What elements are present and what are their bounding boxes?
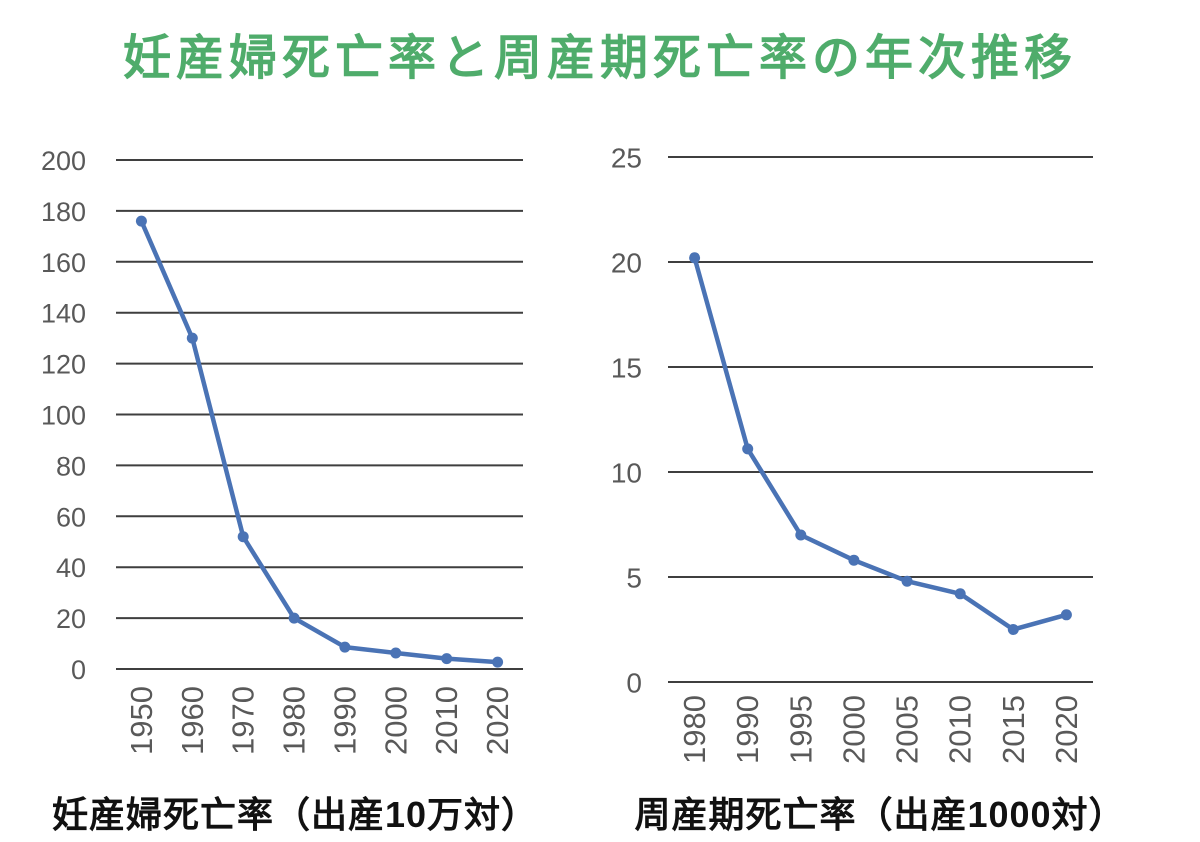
y-tick-label: 20 xyxy=(56,604,86,634)
data-point-marker xyxy=(848,554,860,566)
maternal-mortality-caption: 妊産婦死亡率（出産10万対） xyxy=(51,794,539,835)
x-tick-label: 1990 xyxy=(730,695,765,764)
data-point-marker xyxy=(492,656,504,668)
x-tick-label: 2000 xyxy=(836,695,871,764)
page-title: 妊産婦死亡率と周産期死亡率の年次推移 xyxy=(122,32,1077,85)
y-tick-label: 200 xyxy=(41,146,86,176)
y-tick-label: 40 xyxy=(56,553,86,583)
data-point-marker xyxy=(901,575,913,587)
perinatal-mortality-caption: 周産期死亡率（出産1000対） xyxy=(634,794,1126,835)
x-tick-label: 2010 xyxy=(429,686,464,755)
y-tick-label: 180 xyxy=(41,197,86,227)
data-point-marker xyxy=(742,443,754,455)
y-tick-label: 160 xyxy=(41,248,86,278)
x-tick-label: 1995 xyxy=(783,695,818,764)
perinatal-mortality-line-chart: 0 5 10 15 20 25 1980 1990 1995 2000 2005 2010 2015 20… xyxy=(611,143,1093,764)
y-tick-label: 100 xyxy=(41,401,86,431)
y-tick-label: 80 xyxy=(56,451,86,481)
data-point-marker xyxy=(795,529,807,541)
x-tick-label: 1980 xyxy=(677,695,712,764)
maternal-mortality-chart: 0 20 40 60 80 100 120 140 160 180 200 1950 1960 1970 1… xyxy=(30,133,560,838)
data-point-marker xyxy=(441,653,453,665)
x-tick-label: 2005 xyxy=(890,695,925,764)
data-point-marker xyxy=(1007,624,1019,635)
y-tick-label: 0 xyxy=(626,668,642,699)
x-tick-label: 1990 xyxy=(327,686,362,755)
data-point-marker xyxy=(288,612,300,624)
data-point-marker xyxy=(186,332,198,344)
y-tick-label: 60 xyxy=(56,502,86,532)
maternal-mortality-line-chart: 0 20 40 60 80 100 120 140 160 180 200 1950 1960 1970 1… xyxy=(41,146,523,755)
x-tick-label: 1960 xyxy=(175,686,210,755)
data-point-marker xyxy=(237,531,249,543)
y-tick-label: 120 xyxy=(41,350,86,380)
data-point-marker xyxy=(390,647,402,659)
perinatal-mortality-chart: 0 5 10 15 20 25 1980 1990 1995 2000 2005 2010 2015 20… xyxy=(600,133,1160,838)
data-point-marker xyxy=(339,641,351,653)
y-tick-label: 5 xyxy=(626,563,642,594)
data-point-marker xyxy=(689,252,701,264)
series-line xyxy=(692,255,1069,632)
x-tick-label: 1970 xyxy=(226,686,261,755)
y-tick-label: 15 xyxy=(611,353,642,384)
x-tick-label: 2000 xyxy=(378,686,413,755)
x-tick-label: 1980 xyxy=(277,686,312,755)
x-tick-label: 2020 xyxy=(1049,695,1084,764)
x-tick-label: 1950 xyxy=(124,686,159,755)
data-point-marker xyxy=(135,215,147,227)
series-line xyxy=(139,218,500,665)
data-point-marker xyxy=(1060,609,1072,621)
y-tick-label: 25 xyxy=(611,143,642,174)
y-tick-label: 140 xyxy=(41,299,86,329)
y-tick-label: 20 xyxy=(611,248,642,279)
y-tick-label: 0 xyxy=(71,655,86,685)
x-tick-label: 2020 xyxy=(480,686,515,755)
x-tick-label: 2015 xyxy=(996,695,1031,764)
x-tick-label: 2010 xyxy=(943,695,978,764)
data-point-marker xyxy=(954,588,966,600)
y-tick-label: 10 xyxy=(611,458,642,489)
